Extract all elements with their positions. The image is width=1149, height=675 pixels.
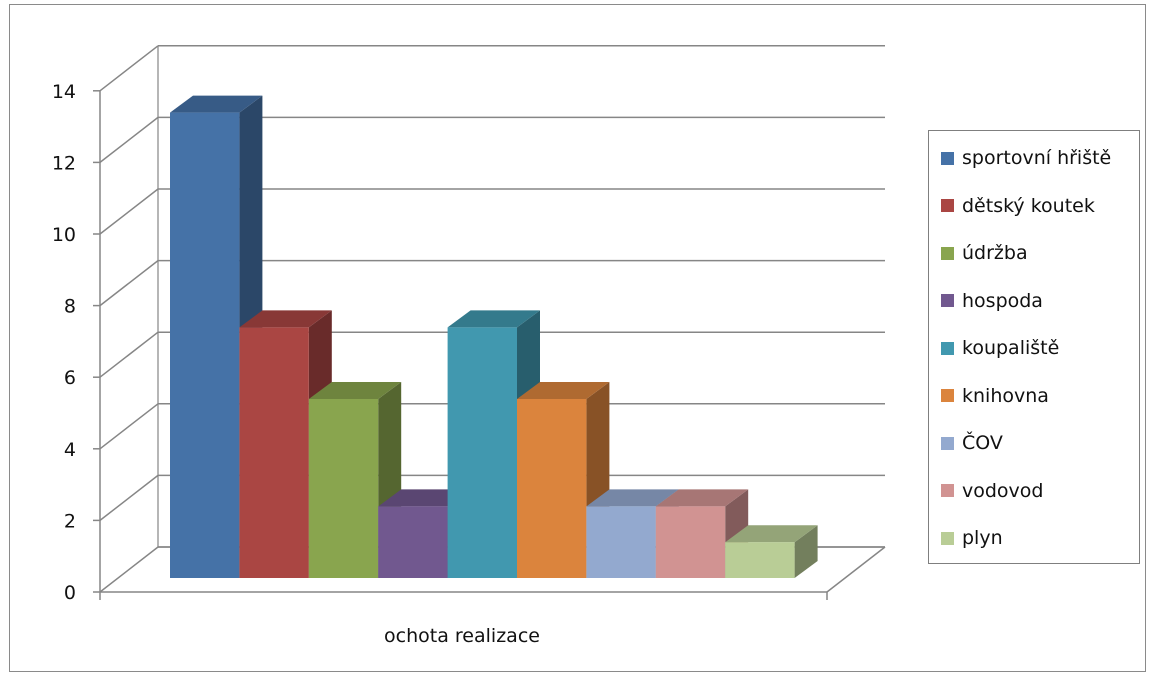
legend-item: hospoda [941,288,1043,314]
bars [170,95,818,578]
legend-item: plyn [941,525,1003,551]
legend-swatch [941,294,954,307]
y-tick-label: 8 [64,296,76,318]
bar-top [586,489,679,507]
gridline-side [99,260,159,307]
legend-swatch [941,484,954,497]
gridline-side [99,45,159,92]
bar-top [239,310,332,328]
bar-top [447,310,540,328]
legend-label: plyn [962,527,1003,549]
gridline-side [99,188,159,235]
chart-frame [9,4,1146,672]
bar-front [586,506,656,578]
legend-label: sportovní hřiště [962,147,1112,169]
x-axis: ochota realizace [99,592,828,647]
legend-swatch [941,151,954,165]
bar-front [378,506,448,578]
floor-right-edge [826,546,886,593]
y-tick-label: 14 [52,81,76,103]
bar-front [308,399,379,578]
bar-9 [725,525,818,578]
bar-top [655,489,749,507]
legend-item: koupaliště [941,335,1059,361]
y-tick-label: 10 [52,224,76,246]
bar-top [308,382,402,399]
legend-label: hospoda [962,289,1043,312]
y-tick-label: 12 [52,152,76,174]
bar-top [378,489,471,507]
bar-top [170,95,263,113]
legend-label: knihovna [962,384,1049,407]
legend-item: sportovní hřiště [941,145,1111,171]
legend-swatch [941,436,954,450]
y-tick-label: 6 [64,367,76,389]
y-axis: 0 2 4 6 8 10 12 14 [52,81,101,604]
bar-front [725,542,795,578]
legend-swatch [941,246,954,260]
bar-front [170,112,240,578]
bar-front [447,327,517,578]
legend-label: vodovod [962,479,1044,502]
bar-front [239,327,309,578]
bar-front [517,399,587,578]
bar-top [517,382,610,399]
legend-label: koupaliště [962,337,1060,359]
gridline-side [99,403,159,450]
gridline-side [99,546,159,593]
legend: sportovní hřiště dětský koutek údržba hospo… [928,130,1140,564]
legend-swatch [941,531,954,545]
legend-label: ČOV [962,432,1003,454]
legend-label: dětský koutek [962,194,1095,217]
gridline-side [99,331,159,378]
y-tick-label: 2 [64,510,76,532]
gridline-side [99,474,159,521]
legend-swatch [941,199,954,212]
bar-top [725,525,818,543]
legend-label: údržba [962,242,1028,264]
legend-item: knihovna [941,383,1049,409]
legend-item: vodovod [941,478,1043,504]
gridline-side [99,116,159,163]
bar-side [794,525,818,578]
y-tick-label: 0 [64,582,76,604]
legend-swatch [941,389,954,402]
legend-swatch [941,341,954,355]
y-tick-label: 4 [64,439,76,461]
bar-2 [239,310,332,578]
x-category-label: ochota realizace [384,625,540,647]
bar-front [655,506,726,578]
legend-item: ČOV [941,430,1003,456]
legend-item: údržba [941,240,1028,266]
legend-item: dětský koutek [941,193,1095,219]
